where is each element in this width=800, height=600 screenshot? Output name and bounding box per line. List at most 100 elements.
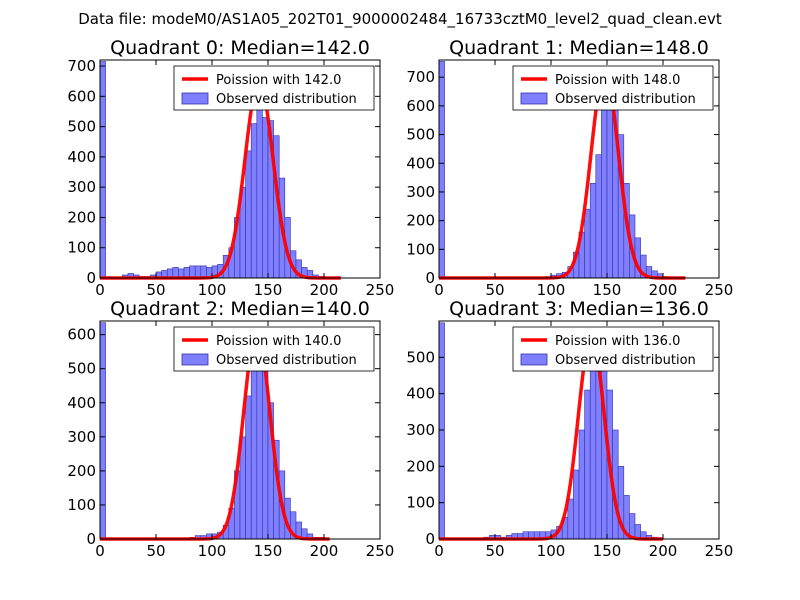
histogram-bar bbox=[438, 322, 445, 540]
x-tick-label: 250 bbox=[366, 281, 395, 299]
y-tick-label: 100 bbox=[406, 240, 435, 258]
y-tick-label: 500 bbox=[67, 360, 96, 378]
y-tick-label: 300 bbox=[406, 421, 435, 439]
histogram-bar bbox=[245, 150, 252, 279]
histogram-bar bbox=[245, 395, 252, 540]
x-tick-label: 200 bbox=[649, 281, 678, 299]
panel-quadrant-0: Quadrant 0: Median=142.0 0 50 100 150 200 250… bbox=[67, 37, 394, 299]
legend-line-label: Poission with 148.0 bbox=[555, 73, 680, 88]
legend-line-label: Poission with 136.0 bbox=[555, 334, 680, 349]
histogram-bar bbox=[567, 498, 574, 540]
y-tick-label: 400 bbox=[406, 154, 435, 172]
x-tick-label: 0 bbox=[434, 542, 444, 560]
histogram-bar bbox=[189, 265, 196, 279]
histogram-bar bbox=[573, 469, 580, 540]
legend: Poission with 142.0 Observed distribution bbox=[173, 65, 375, 111]
y-axis: 0 100 200 300 400 500 600 700 bbox=[406, 68, 719, 287]
x-tick-label: 250 bbox=[705, 281, 734, 299]
figure-suptitle: Data file: modeM0/AS1A05_202T01_90000024… bbox=[78, 10, 722, 29]
x-axis: 0 50 100 150 200 250 bbox=[434, 321, 733, 560]
y-tick-label: 300 bbox=[406, 183, 435, 201]
histogram-bar bbox=[99, 61, 106, 279]
y-tick-label: 0 bbox=[425, 530, 435, 548]
x-tick-label: 150 bbox=[254, 542, 283, 560]
y-tick-label: 200 bbox=[67, 462, 96, 480]
x-tick-label: 200 bbox=[649, 542, 678, 560]
histogram-bar bbox=[194, 265, 202, 279]
y-tick-label: 100 bbox=[406, 494, 435, 512]
x-axis: 0 50 100 150 200 250 bbox=[95, 60, 394, 299]
x-tick-label: 50 bbox=[146, 281, 165, 299]
y-tick-label: 100 bbox=[67, 239, 96, 257]
x-tick-label: 50 bbox=[485, 542, 504, 560]
histogram-bar bbox=[256, 93, 263, 279]
legend: Poission with 148.0 Observed distribution bbox=[512, 65, 714, 111]
legend-bar-label: Observed distribution bbox=[555, 92, 696, 107]
y-tick-label: 0 bbox=[425, 269, 435, 287]
y-tick-label: 500 bbox=[406, 348, 435, 366]
histogram-bar bbox=[584, 208, 591, 279]
x-axis: 0 50 100 150 200 250 bbox=[434, 60, 733, 299]
y-tick-label: 400 bbox=[406, 385, 435, 403]
x-tick-label: 250 bbox=[366, 542, 395, 560]
x-tick-label: 150 bbox=[593, 542, 622, 560]
y-tick-label: 600 bbox=[406, 97, 435, 115]
axes-frame bbox=[99, 320, 381, 540]
legend-bar-label: Observed distribution bbox=[216, 92, 357, 107]
axes-frame bbox=[99, 59, 381, 279]
y-axis: 0 100 200 300 400 500 bbox=[406, 348, 719, 548]
y-tick-label: 400 bbox=[67, 394, 96, 412]
x-tick-label: 0 bbox=[434, 281, 444, 299]
y-tick-label: 300 bbox=[67, 428, 96, 446]
legend: Poission with 140.0 Observed distribution bbox=[173, 326, 375, 372]
plot-area: 0 50 100 150 200 250 0 100 200 300 400 500 Poission … bbox=[406, 320, 733, 560]
legend-bar-label: Observed distribution bbox=[555, 353, 696, 368]
panel-quadrant-3: Quadrant 3: Median=136.0 0 50 100 150 200 250… bbox=[406, 298, 733, 560]
poisson-curve bbox=[100, 79, 341, 280]
legend-bar-swatch bbox=[181, 353, 209, 366]
legend-bar-label: Observed distribution bbox=[216, 353, 357, 368]
histogram-bar bbox=[578, 429, 585, 540]
histogram-bar bbox=[262, 117, 269, 279]
panel-title: Quadrant 3: Median=136.0 bbox=[449, 298, 709, 320]
histogram-bar bbox=[250, 364, 258, 540]
plot-area: 0 50 100 150 200 250 0 100 200 300 400 500 600 700 Poi… bbox=[67, 57, 394, 299]
y-tick-label: 300 bbox=[67, 178, 96, 196]
histogram-bar bbox=[589, 183, 597, 279]
x-tick-label: 100 bbox=[537, 281, 566, 299]
legend-bar-swatch bbox=[181, 92, 209, 105]
x-tick-label: 200 bbox=[310, 542, 339, 560]
y-tick-label: 100 bbox=[67, 496, 96, 514]
panel-title: Quadrant 1: Median=148.0 bbox=[449, 37, 709, 59]
y-tick-label: 700 bbox=[406, 68, 435, 86]
x-axis: 0 50 100 150 200 250 bbox=[95, 321, 394, 560]
x-tick-label: 100 bbox=[198, 542, 227, 560]
legend: Poission with 136.0 Observed distribution bbox=[512, 326, 714, 372]
legend-line-label: Poission with 142.0 bbox=[216, 73, 341, 88]
x-tick-label: 0 bbox=[95, 281, 105, 299]
axes-frame bbox=[438, 59, 720, 279]
plot-area: 0 50 100 150 200 250 0 100 200 300 400 500 600 Poissi… bbox=[67, 320, 394, 560]
legend-bar-swatch bbox=[520, 353, 548, 366]
plot-area: 0 50 100 150 200 250 0 100 200 300 400 500 600 700 Poi… bbox=[406, 59, 733, 299]
panel-title: Quadrant 2: Median=140.0 bbox=[110, 298, 370, 320]
histogram-bar bbox=[250, 123, 258, 279]
x-tick-label: 0 bbox=[95, 542, 105, 560]
histogram-bar bbox=[584, 389, 591, 540]
histogram-bar bbox=[601, 105, 608, 279]
y-tick-label: 500 bbox=[406, 126, 435, 144]
y-tick-label: 400 bbox=[67, 148, 96, 166]
x-tick-label: 50 bbox=[485, 281, 504, 299]
y-tick-label: 700 bbox=[67, 57, 96, 75]
legend-line-label: Poission with 140.0 bbox=[216, 334, 341, 349]
x-tick-label: 150 bbox=[593, 281, 622, 299]
x-tick-label: 100 bbox=[198, 281, 227, 299]
y-tick-label: 600 bbox=[67, 87, 96, 105]
histogram-bars bbox=[99, 61, 330, 279]
panel-quadrant-1: Quadrant 1: Median=148.0 0 50 100 150 200 250… bbox=[406, 37, 733, 299]
y-tick-label: 200 bbox=[406, 457, 435, 475]
x-tick-label: 50 bbox=[146, 542, 165, 560]
y-tick-label: 500 bbox=[67, 118, 96, 136]
y-tick-label: 0 bbox=[86, 530, 96, 548]
